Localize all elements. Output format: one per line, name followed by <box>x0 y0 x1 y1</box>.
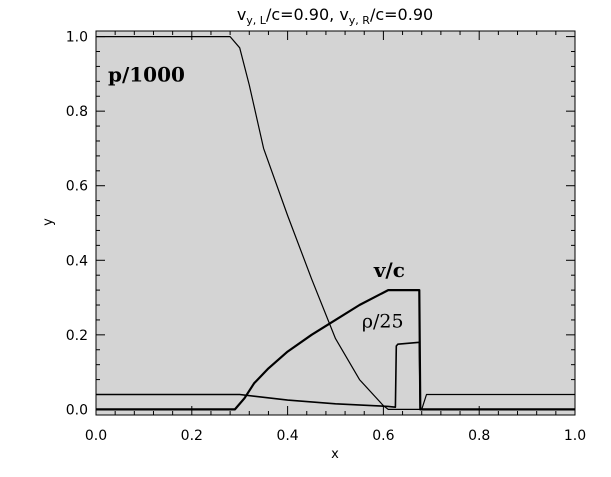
title-part-end: /c=0.90 <box>370 5 433 24</box>
x-tick-label: 1.0 <box>564 428 586 444</box>
x-tick-label: 0.0 <box>85 428 107 444</box>
x-tick-label: 0.4 <box>276 428 298 444</box>
series-line-density <box>96 341 575 411</box>
x-tick-label: 0.2 <box>181 428 203 444</box>
y-axis-label: y <box>41 218 56 226</box>
plot-background <box>95 30 576 416</box>
chart-title: vy, L/c=0.90, vy, R/c=0.90 <box>237 5 433 27</box>
series-annotation-0: p/1000 <box>108 62 185 86</box>
title-part-mid: /c=0.90, v <box>266 5 349 24</box>
y-tick-label: 0.8 <box>66 104 88 120</box>
tick-layer: 0.0 0.2 0.4 0.6 0.8 1.0 0.0 0.2 0.4 0.6 0.8 1.0 <box>66 30 586 444</box>
title-part-v: v <box>237 5 246 24</box>
series-annotation-1: v/c <box>373 258 405 282</box>
y-tick-label: 0.2 <box>66 328 88 344</box>
y-tick-label: 0.0 <box>66 402 88 418</box>
y-tick-label: 0.4 <box>66 253 88 269</box>
title-sub-left: y, L <box>246 14 267 27</box>
series-layer <box>96 35 575 411</box>
y-tick-label: 0.6 <box>66 179 88 195</box>
x-axis-label: x <box>331 447 339 462</box>
y-tick-label: 1.0 <box>66 30 88 46</box>
title-sub-right: y, R <box>349 14 371 27</box>
x-tick-label: 0.6 <box>372 428 394 444</box>
label-layer: p/1000 v/c ρ/25 <box>108 62 405 332</box>
series-annotation-2: ρ/25 <box>362 310 404 332</box>
x-tick-label: 0.8 <box>468 428 490 444</box>
